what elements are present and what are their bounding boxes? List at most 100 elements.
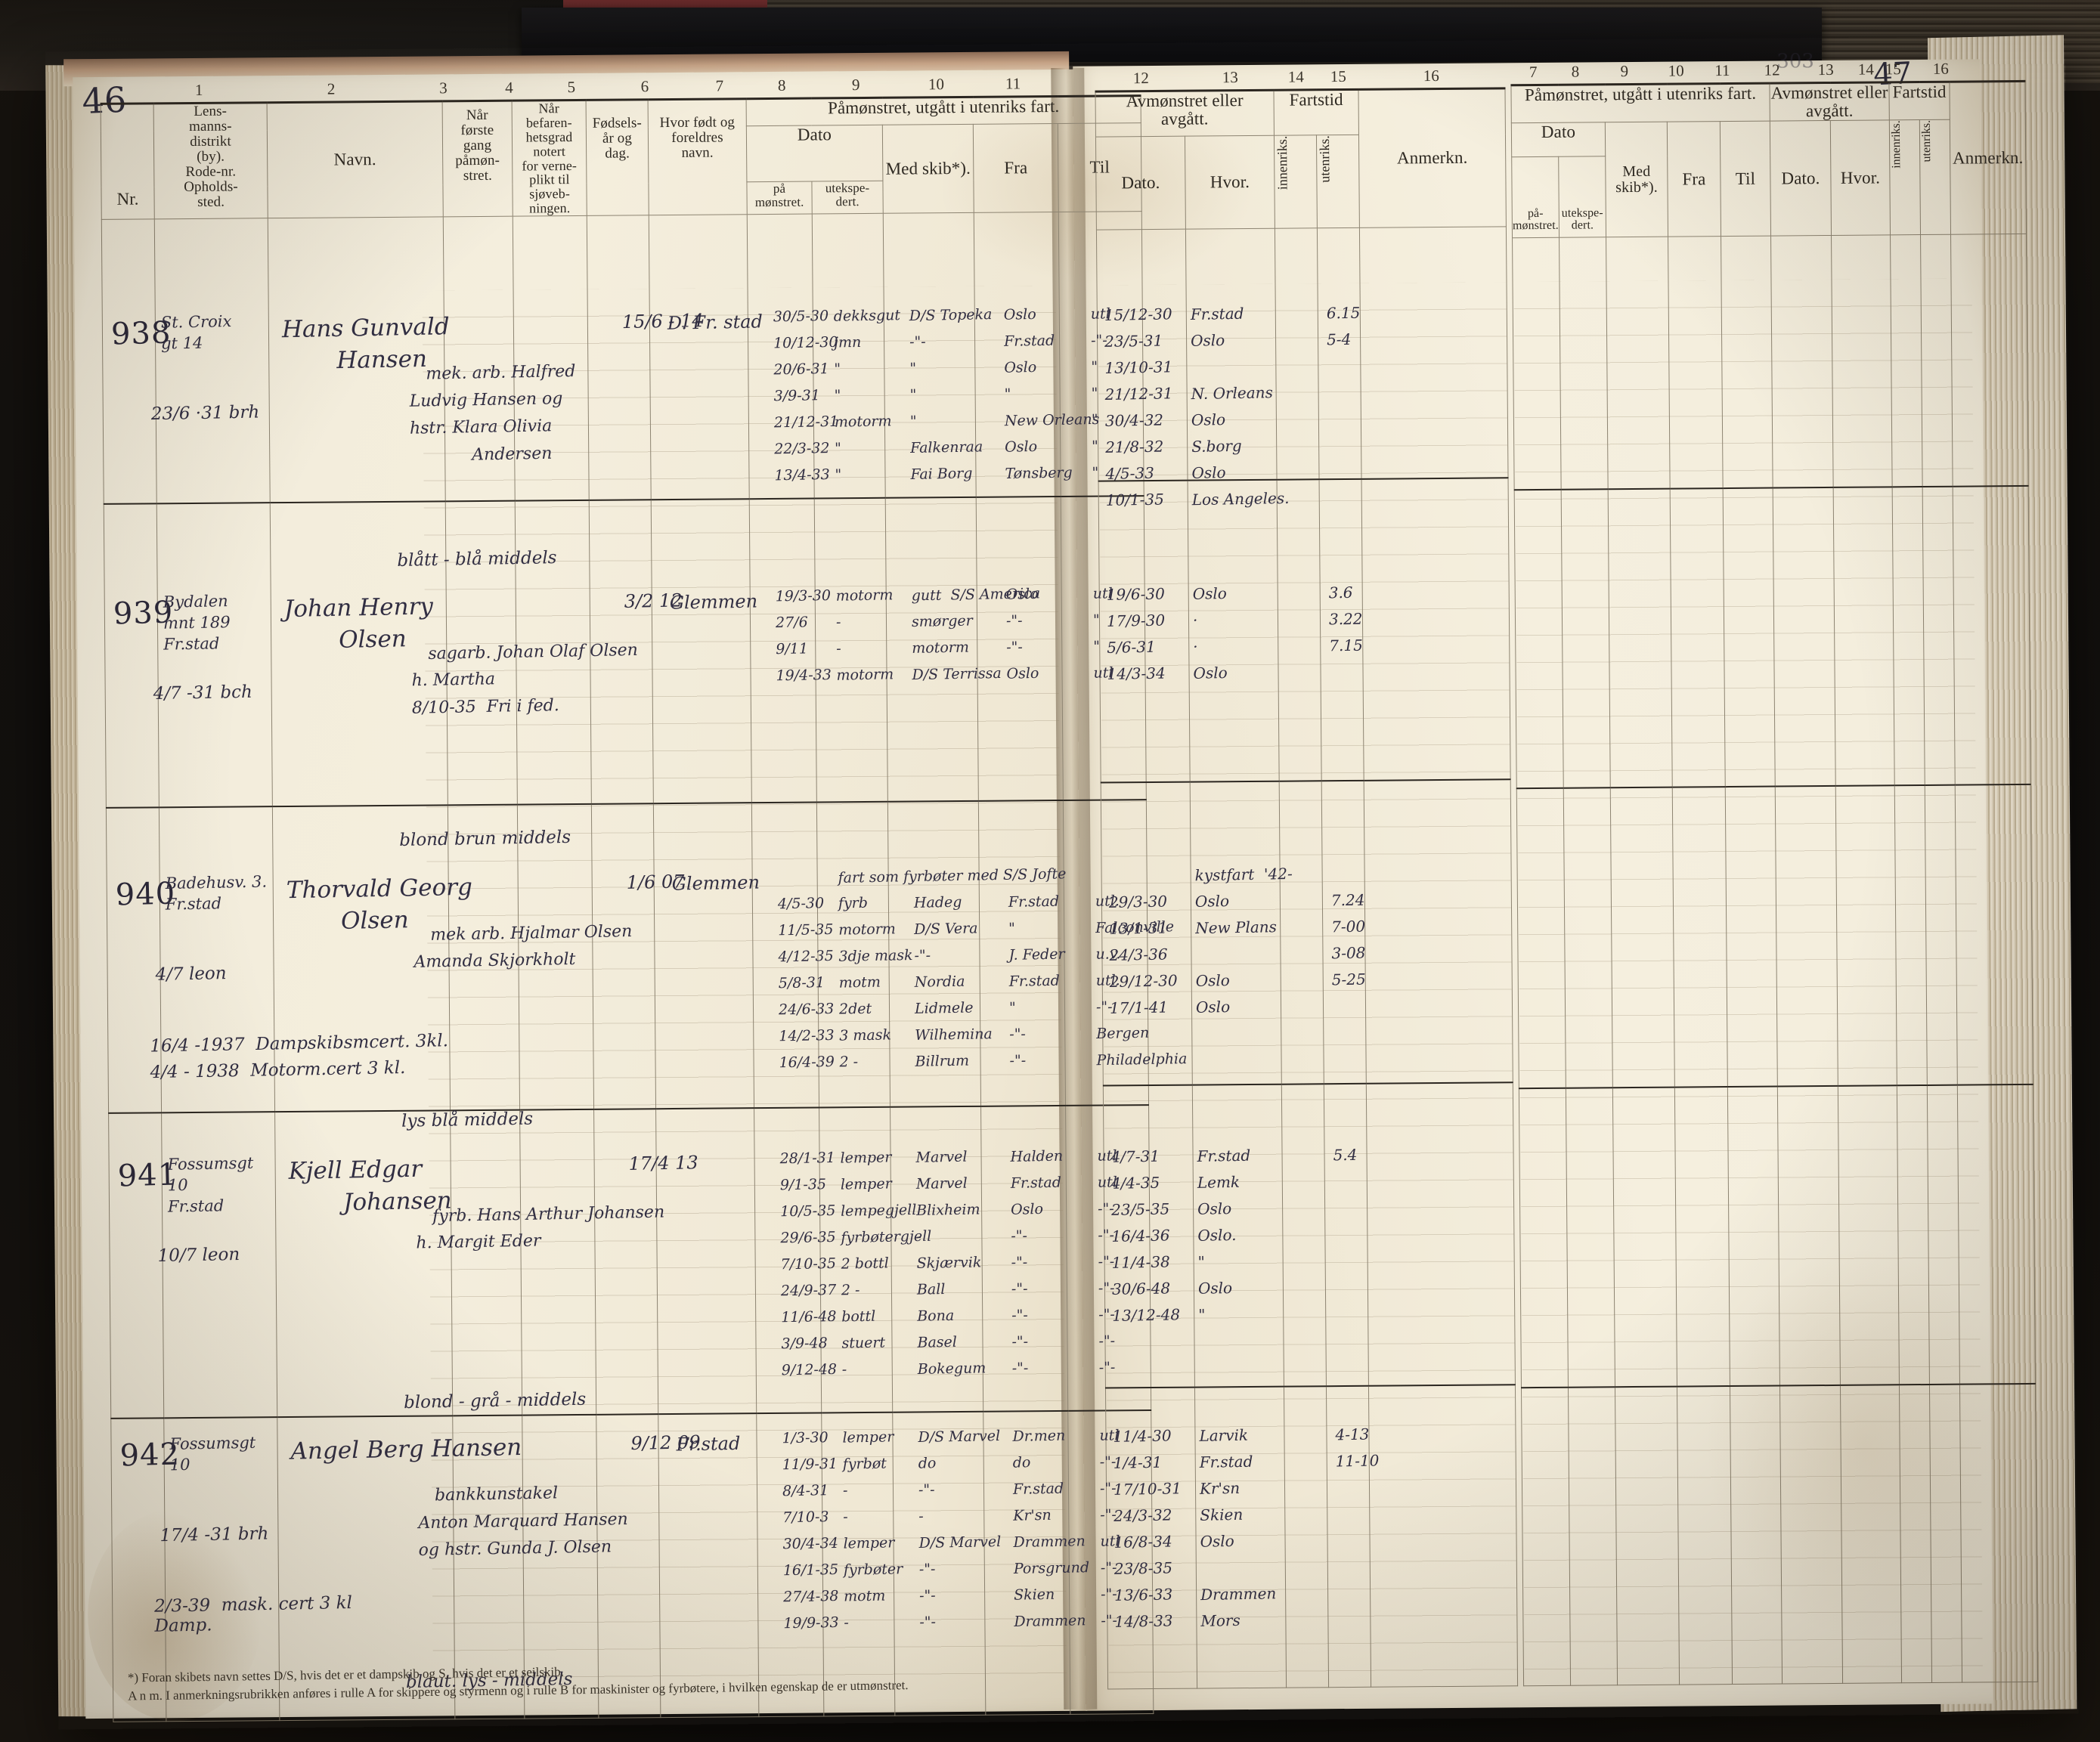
handwritten-entry: 11/5-35 xyxy=(778,921,834,939)
colnum-14: 14 xyxy=(1287,67,1304,86)
handwritten-entry: 19/9-33 xyxy=(783,1614,839,1632)
handwritten-entry: motm xyxy=(843,1587,886,1605)
handwritten-entry: mek. arb. Halfred xyxy=(426,361,576,384)
header-r-foreign: utenriks. xyxy=(1919,119,1951,235)
table-row[interactable] xyxy=(1512,234,2029,490)
handwritten-entry: 27/6 xyxy=(775,614,808,632)
handwritten-entry: 11/9-31 xyxy=(782,1455,838,1474)
header-discharge-where: Hvor. xyxy=(1185,135,1275,230)
table-row[interactable] xyxy=(1519,1084,2036,1388)
handwritten-entry: Drammen xyxy=(1014,1612,1086,1630)
table-row[interactable] xyxy=(1514,486,2031,789)
handwritten-entry: Oslo xyxy=(1003,305,1036,323)
handwritten-entry: 11-10 xyxy=(1335,1451,1380,1471)
handwritten-entry: Hansen xyxy=(336,345,428,375)
handwritten-entry: lys blå middels xyxy=(401,1109,534,1131)
handwritten-entry: Oslo xyxy=(1191,463,1226,482)
handwritten-entry: D. Fr. stad xyxy=(667,311,763,334)
handwritten-entry: Bona xyxy=(917,1307,955,1325)
handwritten-entry: 17/9-30 xyxy=(1106,611,1166,630)
header-remarks: Anmerkn. xyxy=(1358,88,1507,228)
handwritten-entry: Fr.stad xyxy=(165,894,222,914)
handwritten-entry: Basel xyxy=(917,1333,958,1351)
handwritten-entry: 8/4-31 xyxy=(782,1482,829,1500)
handwritten-entry: 23/6 ·31 brh xyxy=(150,402,260,425)
handwritten-entry: 1/4-31 xyxy=(1113,1453,1163,1472)
handwritten-entry: -"- xyxy=(1011,1227,1028,1245)
handwritten-entry: Fr.stad xyxy=(1008,893,1060,911)
handwritten-entry: 10 xyxy=(169,1455,190,1474)
handwritten-entry: Glemmen xyxy=(669,590,758,614)
header-r-sailing-time: Fartstid xyxy=(1888,82,1950,121)
handwritten-entry: 19/4-33 xyxy=(776,666,832,685)
handwritten-entry: lemper xyxy=(842,1428,894,1447)
handwritten-entry: 5.4 xyxy=(1333,1145,1358,1165)
handwritten-entry: 4/7 leon xyxy=(155,964,227,985)
handwritten-entry: 14/3-34 xyxy=(1107,664,1166,683)
handwritten-entry: Oslo xyxy=(1192,584,1228,603)
handwritten-entry: 13/10-31 xyxy=(1104,357,1173,377)
handwritten-entry: - xyxy=(835,614,841,631)
handwritten-entry: " xyxy=(1092,464,1099,481)
handwritten-entry: 15/12-30 xyxy=(1104,305,1172,324)
handwritten-entry: Fr.stad xyxy=(1199,1452,1253,1471)
header-r-from: Fra xyxy=(1667,121,1721,237)
handwritten-entry: motorm xyxy=(834,413,892,431)
table-row[interactable] xyxy=(108,1105,1151,1419)
handwritten-entry: Fossumsgt xyxy=(169,1433,256,1453)
table-row[interactable] xyxy=(101,211,1144,505)
colnum-r13: 13 xyxy=(1817,60,1834,79)
header-r-discharge-date: Dato. xyxy=(1770,120,1832,237)
handwritten-entry: Bergen xyxy=(1096,1024,1150,1042)
header-date-group: Dato xyxy=(746,125,883,183)
table-row[interactable] xyxy=(1516,784,2033,1088)
handwritten-entry: mek arb. Hjalmar Olsen xyxy=(430,922,633,945)
handwritten-entry: " xyxy=(1091,438,1099,455)
handwritten-entry: -"- xyxy=(1098,1359,1116,1376)
handwritten-entry: Fr.stad xyxy=(1012,1480,1064,1498)
handwritten-entry: 17/4 13 xyxy=(628,1152,698,1174)
handwritten-entry: 4-13 xyxy=(1335,1425,1370,1444)
handwritten-entry: Mors xyxy=(1200,1610,1240,1630)
handwritten-entry: gt 14 xyxy=(160,333,203,353)
handwritten-entry: 4/12-35 xyxy=(778,947,834,966)
header-group-discharged: Avmønstret eller avgått. xyxy=(1095,90,1275,138)
handwritten-entry: 11/4-30 xyxy=(1113,1426,1172,1446)
handwritten-entry: 2det xyxy=(838,1000,872,1018)
black-book-spine xyxy=(522,8,1822,62)
table-row[interactable] xyxy=(1098,478,1511,783)
handwritten-entry: 7/10-35 xyxy=(780,1255,837,1273)
header-sailing-time: Fartstid xyxy=(1274,89,1359,136)
colnum-2: 2 xyxy=(327,79,336,98)
handwritten-entry: 23/5-31 xyxy=(1104,331,1163,351)
table-row[interactable] xyxy=(1521,1384,2038,1686)
handwritten-entry: -"- xyxy=(1011,1360,1029,1377)
header-first-enlisted: Når første gang påmøn- stret. xyxy=(442,101,513,217)
handwritten-entry: -"- xyxy=(1006,639,1024,656)
right-column-number-row: 7 8 9 10 11 12 13 14 15 16 xyxy=(1512,59,1975,82)
handwritten-entry: Oslo xyxy=(1197,1278,1233,1298)
handwritten-entry: fyrbøter xyxy=(843,1561,903,1579)
handwritten-entry: Angel Berg Hansen xyxy=(290,1434,522,1465)
colnum-r9: 9 xyxy=(1620,62,1629,81)
handwritten-entry: h. Martha xyxy=(411,670,496,691)
handwritten-entry: St. Croix xyxy=(160,312,232,332)
handwritten-entry: Skien xyxy=(1200,1505,1244,1524)
handwritten-entry: 9/11 xyxy=(776,640,809,658)
handwritten-entry: 23/8-35 xyxy=(1113,1558,1173,1578)
handwritten-entry: Oslo xyxy=(1193,664,1228,682)
handwritten-entry: stuert xyxy=(841,1334,886,1352)
handwritten-entry: h. Margit Eder xyxy=(416,1231,541,1253)
handwritten-entry: Larvik xyxy=(1199,1425,1249,1445)
handwritten-entry: Fr.stad xyxy=(1190,304,1244,323)
handwritten-entry: lemper xyxy=(843,1534,895,1552)
handwritten-entry: - xyxy=(841,1361,847,1378)
handwritten-entry: 3 mask xyxy=(839,1026,892,1044)
handwritten-entry: blond - grå - middels xyxy=(403,1389,587,1413)
header-birth: Fødsels- år og dag. xyxy=(586,99,649,216)
handwritten-entry: " xyxy=(1091,358,1098,376)
handwritten-entry: 4/5-33 xyxy=(1105,463,1155,483)
handwritten-entry: Oslo xyxy=(1006,664,1039,682)
handwritten-entry: 20/6-31 xyxy=(773,360,829,379)
